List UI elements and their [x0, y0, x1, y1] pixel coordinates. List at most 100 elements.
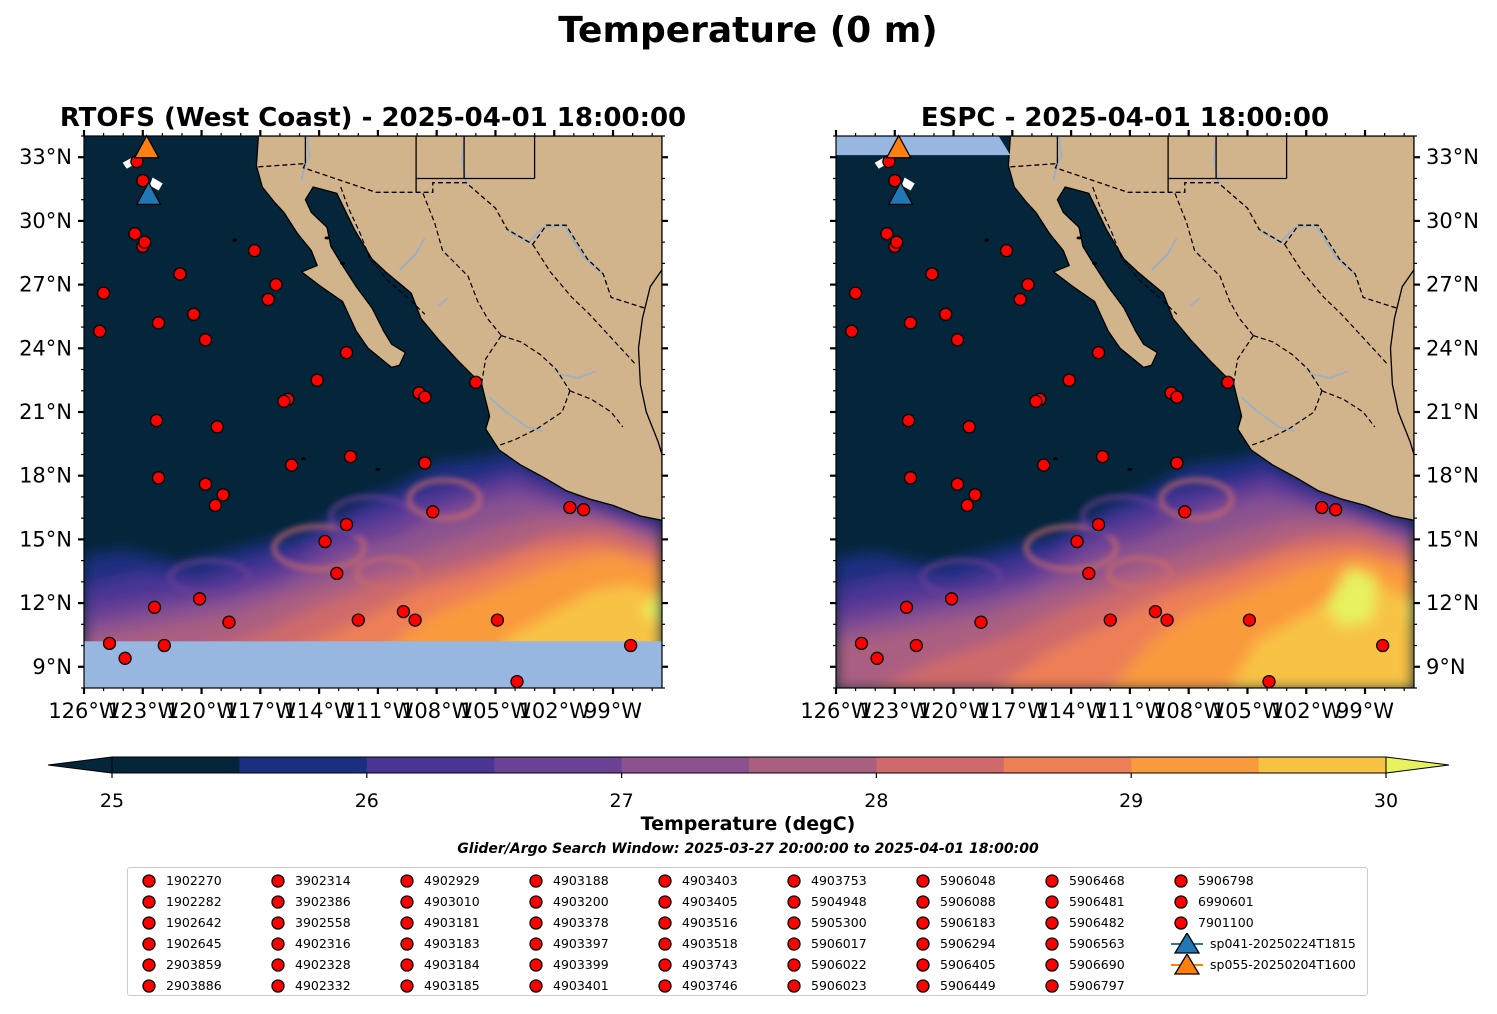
argo-float-marker: [909, 638, 923, 653]
argo-float-marker: [870, 651, 884, 665]
argo-float-marker: [269, 277, 283, 292]
legend-float-marker: [400, 895, 414, 909]
argo-float-marker: [576, 503, 591, 517]
x-tick-label: 114°W: [283, 699, 355, 723]
argo-float-marker: [216, 488, 230, 502]
argo-float-marker: [149, 413, 164, 428]
x-tick-label: 99°W: [584, 699, 642, 723]
colorbar-swatch: [1131, 757, 1260, 773]
legend-label: 4902929: [424, 873, 480, 888]
argo-float-marker: [208, 498, 222, 513]
argo-float-marker: [351, 613, 365, 627]
legend-float-marker: [529, 979, 543, 993]
legend-item-float: 2903859: [138, 954, 222, 975]
y-tick-label: 33°N: [1426, 145, 1479, 169]
x-tick-label: 102°W: [519, 699, 591, 723]
argo-float-marker: [962, 420, 976, 434]
argo-float-marker: [151, 471, 166, 485]
argo-float-marker: [318, 534, 332, 549]
argo-float-marker: [1070, 534, 1084, 549]
argo-float-marker: [1062, 373, 1076, 387]
legend-label: 5906088: [940, 894, 996, 909]
legend-item-float: 2903886: [138, 975, 222, 996]
argo-float-marker: [1103, 613, 1117, 627]
legend-label: 2903886: [166, 978, 222, 993]
legend-label: 5906563: [1069, 936, 1125, 951]
legend-label: sp055-20250204T1600: [1210, 957, 1356, 972]
colorbar-swatch: [621, 757, 750, 773]
colorbar-tick-label: 29: [1119, 790, 1143, 812]
legend-float-marker: [916, 958, 930, 972]
legend-label: 5906023: [811, 978, 867, 993]
glider-marker: [133, 134, 160, 159]
legend-item-float: 5906183: [912, 912, 996, 933]
argo-float-marker: [339, 345, 354, 360]
argo-float-marker: [469, 375, 483, 389]
legend-float-marker: [529, 916, 543, 930]
legend-item-float: 5906468: [1041, 870, 1125, 891]
map-panel-rtofs: 126°W123°W120°W117°W114°W111°W108°W105°W…: [19, 130, 668, 723]
legend-item-float: 1902645: [138, 933, 222, 954]
legend-float-marker: [1045, 937, 1059, 951]
argo-float-marker: [136, 173, 150, 188]
legend-item-float: 4902328: [267, 954, 351, 975]
argo-float-marker: [102, 636, 117, 651]
legend-item-float: 3902314: [267, 870, 351, 891]
argo-float-marker: [899, 600, 914, 614]
argo-float-marker: [128, 227, 142, 241]
argo-float-marker: [1095, 449, 1110, 464]
argo-float-marker: [510, 674, 524, 688]
argo-float-marker: [901, 413, 916, 428]
legend-label: 4903184: [424, 957, 480, 972]
x-tick-label: 120°W: [918, 699, 990, 723]
legend-item-float: 4903746: [654, 975, 738, 996]
argo-float-marker: [118, 651, 132, 665]
legend-glider-marker: [1171, 954, 1203, 975]
legend-label: 4902332: [295, 978, 351, 993]
legend-item-float: 5906481: [1041, 891, 1125, 912]
y-tick-label: 24°N: [19, 336, 72, 360]
legend-item-float: 4903403: [654, 870, 738, 891]
legend-float-marker: [400, 937, 414, 951]
legend-float-marker: [916, 874, 930, 888]
argo-float-marker: [1082, 566, 1096, 581]
legend-float-marker: [271, 979, 285, 993]
y-tick-label: 33°N: [19, 145, 72, 169]
colorbar-tick-label: 28: [864, 790, 888, 812]
glider-track: [901, 177, 915, 191]
legend-label: 4903188: [553, 873, 609, 888]
y-tick-label: 30°N: [1426, 209, 1479, 233]
x-tick-label: 120°W: [166, 699, 238, 723]
argo-float-marker: [968, 488, 982, 502]
legend-item-float: 5906017: [783, 933, 867, 954]
legend-float-marker: [1174, 874, 1188, 888]
legend-label: 4903518: [682, 936, 738, 951]
argo-float-marker: [848, 286, 863, 300]
legend-label: 5906690: [1069, 957, 1125, 972]
argo-float-marker: [310, 373, 324, 387]
legend-item-float: 5906482: [1041, 912, 1125, 933]
suptitle: Temperature (0 m): [558, 10, 937, 51]
legend-item-float: 4903184: [396, 954, 480, 975]
legend-label: 4903200: [553, 894, 609, 909]
legend-float-marker: [271, 874, 285, 888]
legend-item-float: 4903516: [654, 912, 738, 933]
legend-item-float: 4903743: [654, 954, 738, 975]
panel-title-rtofs: RTOFS (West Coast) - 2025-04-01 18:00:00: [60, 103, 686, 133]
x-tick-label: 111°W: [1094, 699, 1166, 723]
legend-float-marker: [142, 937, 156, 951]
legend-item-float: 5906563: [1041, 933, 1125, 954]
argo-float-marker: [147, 600, 162, 614]
legend-label: 1902282: [166, 894, 222, 909]
x-tick-label: 123°W: [107, 699, 179, 723]
legend-label: 4903183: [424, 936, 480, 951]
legend-item-float: 5906023: [783, 975, 867, 996]
argo-float-marker: [1262, 674, 1276, 688]
argo-float-marker: [285, 458, 299, 472]
y-tick-label: 9°N: [32, 655, 72, 679]
argo-float-marker: [1160, 613, 1174, 627]
argo-float-marker: [418, 456, 432, 470]
argo-float-marker: [925, 267, 939, 281]
colorbar-label: Temperature (degC): [641, 813, 856, 835]
legend: 1902270 1902282 1902642 1902645 2903859 29038…: [127, 867, 1368, 996]
